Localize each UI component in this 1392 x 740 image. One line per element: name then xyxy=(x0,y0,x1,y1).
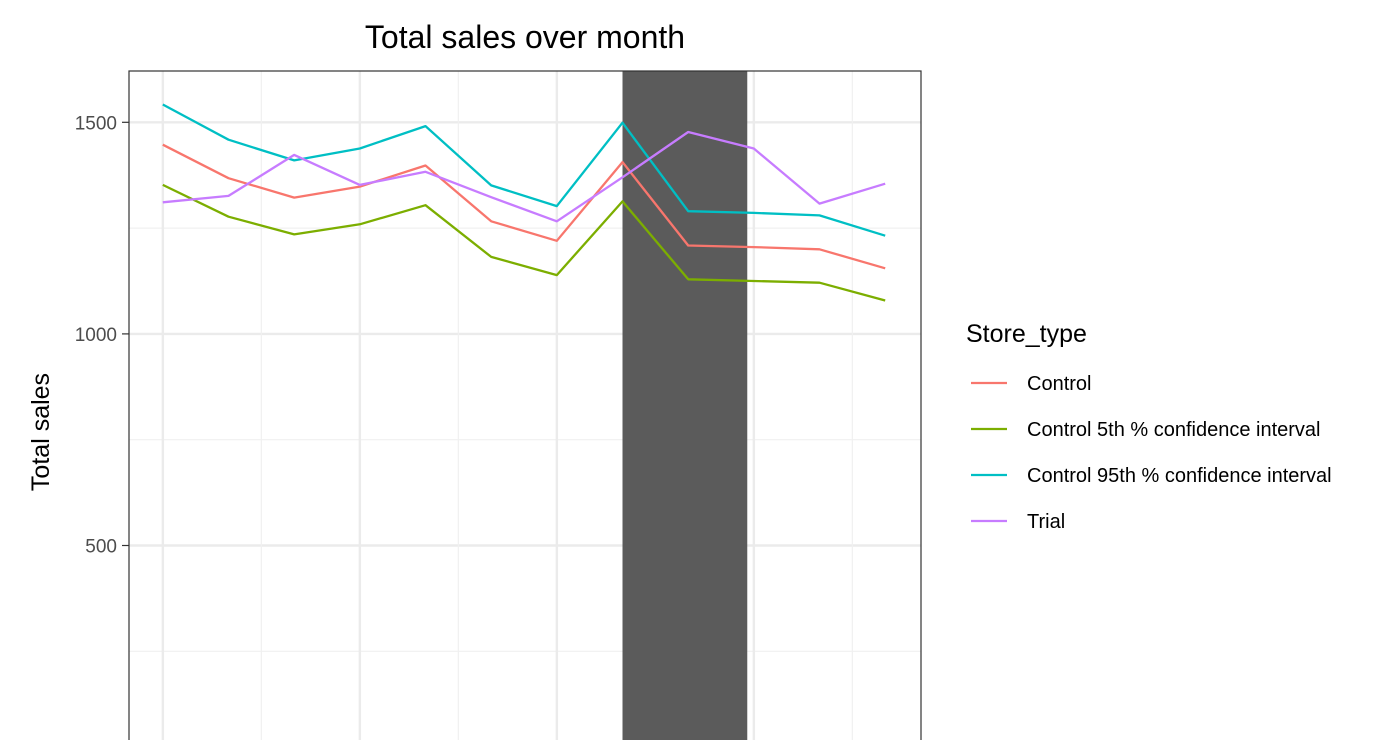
legend-items: Control Control 5th % confidence interval… xyxy=(971,373,1332,533)
plot-panel-border xyxy=(128,70,922,740)
legend-title: Store_type xyxy=(966,320,1087,348)
y-axis-ticks: 500 1000 1500 xyxy=(75,113,129,558)
legend: Store_type Control Control 5th % confiden… xyxy=(966,320,1332,533)
y-tick-label: 500 xyxy=(85,537,117,558)
y-tick-label: 1000 xyxy=(75,325,117,346)
series-line-control-5th-confidence-interval xyxy=(162,183,886,302)
series-lines xyxy=(162,103,886,302)
highlight-band xyxy=(622,71,748,740)
legend-item-label: Control 5th % confidence interval xyxy=(1027,419,1321,441)
legend-item-label: Trial xyxy=(1027,511,1065,533)
series-line-trial xyxy=(162,130,886,223)
plot-panel-background xyxy=(129,71,921,740)
legend-item-label: Control 95th % confidence interval xyxy=(1027,465,1332,487)
series-line-control xyxy=(162,143,886,270)
y-tick-label: 1500 xyxy=(75,113,117,134)
legend-item-label: Control xyxy=(1027,373,1091,395)
series-line-control-95th-confidence-interval xyxy=(162,103,886,237)
highlight-band-layer xyxy=(622,71,748,740)
chart-title: Total sales over month xyxy=(365,19,685,55)
y-axis-label: Total sales xyxy=(27,373,55,491)
